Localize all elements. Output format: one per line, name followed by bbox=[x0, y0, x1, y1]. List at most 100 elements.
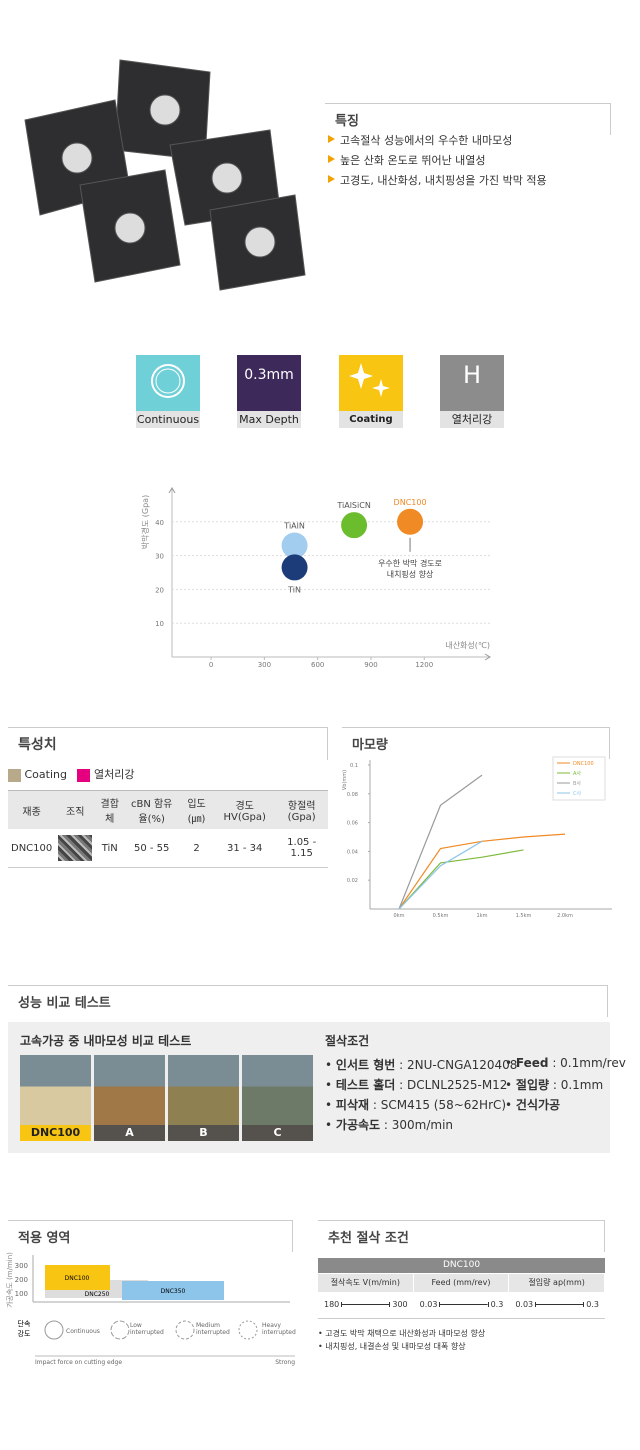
th: 결합체 bbox=[95, 790, 125, 829]
icon: Coating bbox=[339, 355, 403, 428]
condition-value: : DCLNL2525-M12 bbox=[399, 1078, 508, 1092]
condition-label: Feed bbox=[515, 1056, 549, 1070]
td: 31 - 34 bbox=[213, 829, 276, 868]
condition: 가공속도 : 300m/min bbox=[325, 1116, 453, 1133]
sample-label: DNC100 bbox=[20, 1125, 91, 1141]
properties-title: 특성치 bbox=[8, 727, 328, 760]
properties-legend: Coating 열처리강 bbox=[8, 766, 134, 782]
icon-symbol: H bbox=[462, 361, 482, 389]
range-min: 0.03 bbox=[419, 1300, 438, 1309]
feature: 높은 산화 온도로 뛰어난 내열성 bbox=[328, 152, 547, 168]
performance-title: 성능 비교 테스트 bbox=[8, 985, 608, 1017]
range-min: 0.03 bbox=[515, 1300, 534, 1309]
range-line bbox=[535, 1302, 585, 1307]
point-label: DNC100 bbox=[394, 498, 427, 507]
y-label: 박막경도 (Gpa) bbox=[140, 495, 150, 549]
line bbox=[398, 840, 483, 910]
feature: 고경도, 내산화성, 내치핑성을 가진 박막 적용 bbox=[328, 172, 547, 188]
x-tick-label: 0.5km bbox=[433, 913, 449, 919]
grade-label: DNC250 bbox=[85, 1291, 110, 1298]
grade-bar bbox=[122, 1281, 224, 1300]
line bbox=[398, 849, 524, 910]
performance-subtitle: 고속가공 중 내마모성 비교 테스트 bbox=[20, 1034, 192, 1048]
y-label: Vb(mm) bbox=[342, 770, 348, 790]
y-tick-label: 0.02 bbox=[347, 878, 358, 884]
grade-label: DNC350 bbox=[161, 1288, 186, 1295]
y-tick-label: 10 bbox=[155, 620, 164, 628]
sample-label: C bbox=[242, 1125, 313, 1141]
intensity: Continuous bbox=[66, 1328, 100, 1335]
icon: H 열처리강 bbox=[440, 355, 504, 428]
legend-item: Coating bbox=[24, 768, 67, 781]
application-title: 적용 영역 bbox=[8, 1220, 293, 1252]
arrow bbox=[484, 653, 491, 661]
product-image bbox=[24, 59, 306, 291]
point bbox=[281, 532, 308, 559]
condition-value: : 2NU-CNGA120408 bbox=[399, 1058, 518, 1072]
sample-photo bbox=[94, 1055, 165, 1125]
x-tick-label: 1200 bbox=[415, 661, 433, 669]
sample-photo bbox=[20, 1055, 91, 1125]
condition: Feed : 0.1mm/rev bbox=[505, 1056, 626, 1070]
legend-label: C사 bbox=[573, 790, 581, 797]
condition: 피삭재 : SCM415 (58~62HrC) bbox=[325, 1096, 506, 1113]
y-tick-label: 0.06 bbox=[347, 821, 358, 827]
th: 항절력 (Gpa) bbox=[275, 790, 328, 829]
range-line bbox=[439, 1302, 489, 1307]
condition-label: 피삭재 bbox=[335, 1098, 370, 1112]
condition-value: : 0.1mm bbox=[552, 1078, 604, 1092]
y-label: 가공속도 (m/min) bbox=[5, 1252, 14, 1308]
condition-value: : 0.1mm/rev bbox=[552, 1056, 626, 1070]
point bbox=[341, 512, 368, 539]
icon-label: Coating bbox=[339, 411, 403, 428]
range-min: 180 bbox=[324, 1300, 340, 1309]
wear-title: 마모량 bbox=[342, 727, 610, 759]
range-line bbox=[341, 1302, 391, 1307]
note: • 내치핑성, 내결손성 및 내마모성 대폭 향상 bbox=[318, 1342, 466, 1351]
x-tick-label: 0km bbox=[394, 913, 405, 919]
sample-photo bbox=[242, 1055, 313, 1125]
condition-value: : SCM415 (58~62HrC) bbox=[372, 1098, 507, 1112]
legend-item: 열처리강 bbox=[93, 768, 135, 781]
condition: 인서트 형번 : 2NU-CNGA120408 bbox=[325, 1056, 517, 1073]
y-tick-label: 40 bbox=[155, 519, 164, 527]
y-tick-label: 0.1 bbox=[350, 763, 358, 769]
x-tick-label: 600 bbox=[311, 661, 324, 669]
condition-value: : 300m/min bbox=[383, 1118, 454, 1132]
range: 0.03 0.3 bbox=[420, 1300, 504, 1309]
grade-label: DNC100 bbox=[65, 1275, 90, 1282]
x-end: Strong bbox=[275, 1359, 295, 1366]
intensity-label: 강도 bbox=[18, 1329, 31, 1338]
legend-label: A사 bbox=[573, 770, 581, 777]
range: 0.03 0.3 bbox=[515, 1300, 599, 1309]
icon-label: Continuous bbox=[136, 411, 200, 428]
note-text: 내치핑성, 내결손성 및 내마모성 대폭 향상 bbox=[325, 1342, 466, 1351]
point bbox=[397, 508, 424, 535]
recommend-title: 추천 절삭 조건 bbox=[318, 1220, 605, 1252]
sample-label: A bbox=[94, 1125, 165, 1141]
th: 입도(㎛) bbox=[179, 790, 214, 829]
column-header: 절삭속도 V(m/min) bbox=[318, 1274, 413, 1292]
condition: 절입량 : 0.1mm bbox=[505, 1076, 603, 1093]
line bbox=[398, 774, 483, 910]
icon: Continuous bbox=[136, 355, 200, 428]
features-title: 특징 bbox=[325, 103, 611, 135]
th: 경도 HV(Gpa) bbox=[213, 790, 276, 829]
intensity: Heavy interrupted bbox=[262, 1322, 296, 1336]
icon: 0.3mm Max Depth bbox=[237, 355, 301, 428]
range-max: 0.3 bbox=[490, 1300, 504, 1309]
x-tick-label: 0 bbox=[209, 661, 213, 669]
x-label: Impact force on cutting edge bbox=[35, 1359, 122, 1366]
feature: 고속절삭 성능에서의 우수한 내마모성 bbox=[328, 132, 547, 148]
point-label: TiAlN bbox=[283, 521, 305, 530]
column-header: 절입량 ap(mm) bbox=[509, 1274, 604, 1292]
condition-label: 테스트 홀더 bbox=[335, 1078, 396, 1092]
condition-label: 인서트 형번 bbox=[335, 1058, 396, 1072]
annotation: 내치핑성 향상 bbox=[387, 569, 434, 579]
range-max: 0.3 bbox=[586, 1300, 599, 1309]
intensity-label: 단속 bbox=[18, 1319, 31, 1328]
y-tick-label: 0.08 bbox=[347, 792, 358, 798]
condition-label: 가공속도 bbox=[335, 1118, 381, 1132]
arrow bbox=[168, 487, 176, 494]
